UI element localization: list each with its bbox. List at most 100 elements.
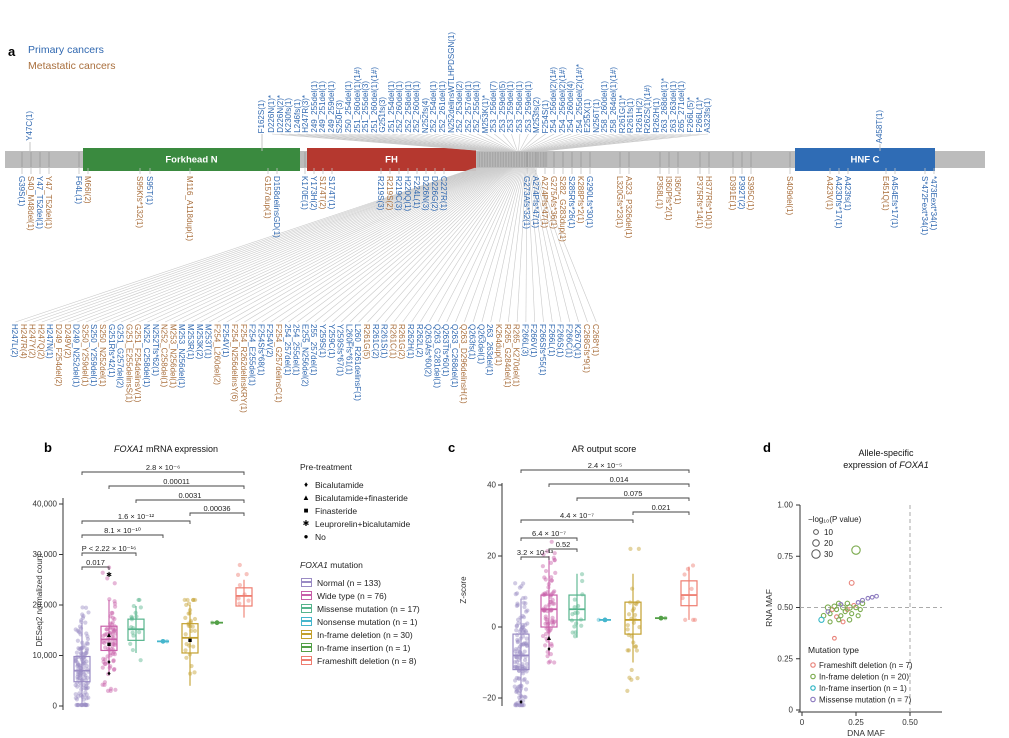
jitter-dot [520, 613, 525, 619]
d-type-legend-marker [810, 696, 816, 703]
jitter-dot [111, 651, 116, 656]
jitter-dot [516, 690, 521, 695]
panel-c-title: AR output score [571, 444, 637, 454]
jitter-dot [129, 625, 134, 630]
jitter-dot [524, 680, 530, 685]
mutation-legend-items: Normal (n = 133) Wide type (n = 76) Missen… [300, 576, 420, 667]
jitter-dot [516, 676, 522, 681]
scatter-point [838, 613, 844, 619]
jitter-dot [100, 570, 105, 575]
panel-b-title: FOXA1 mRNA expression [114, 444, 218, 454]
mutation-label: 250_254del(1) [343, 81, 353, 133]
jitter-dot [182, 597, 187, 603]
jitter-dot [512, 684, 517, 689]
y-tick-label: 30,000 [33, 550, 58, 559]
connector-line [533, 133, 632, 152]
connector-line [535, 133, 649, 152]
significance-bracket [81, 520, 191, 524]
significance-bracket [520, 556, 550, 560]
jitter-dot [82, 643, 87, 648]
mutation-label: F266L(3) [520, 324, 530, 357]
connector-line [147, 167, 489, 323]
jitter-dot [524, 669, 529, 674]
jitter-dot [80, 605, 85, 610]
jitter-dot [541, 552, 546, 557]
jitter-dot [573, 610, 578, 616]
mutation-label: F254_N256delinsY(6) [230, 324, 239, 402]
jitter-dot [513, 664, 518, 669]
connector-line [340, 167, 509, 323]
mutation-label: F254_L260del(2) [212, 324, 222, 385]
jitter-dot [543, 614, 548, 619]
significance-bracket [81, 552, 137, 556]
jitter-dot [100, 639, 105, 645]
mutation-label: A274Pfs*47(1) [531, 176, 540, 229]
mutation-label: S285Rfs*26(1) [567, 176, 576, 229]
jitter-dot [81, 683, 86, 688]
jitter-dot [75, 638, 80, 643]
d-type-legend-label: In-frame deletion (n = 20) [819, 673, 909, 682]
jitter-dot [540, 564, 545, 569]
mutation-label: H220Q(1) [403, 176, 412, 212]
mutation-item-label: In-frame insertion (n = 1) [317, 642, 411, 653]
jitter-dot [544, 617, 549, 622]
jitter-dot [543, 592, 548, 597]
connector-line [323, 167, 507, 323]
mutation-legend-item: In-frame deletion (n = 30) [300, 628, 420, 641]
mutation-item-label: Nonsense mutation (n = 1) [317, 616, 418, 627]
p-value-label: 6.4 × 10⁻⁷ [532, 529, 566, 538]
jitter-dot [524, 661, 529, 667]
jitter-dot [542, 591, 547, 596]
mutation-label: 255_257del(1) [309, 324, 319, 376]
single-point [602, 617, 608, 623]
connector-line [531, 167, 571, 323]
jitter-dot [73, 627, 78, 632]
scatter-point [865, 595, 871, 601]
connector-line [527, 133, 589, 152]
boxplot-swatch-icon [301, 617, 312, 626]
jitter-dot [112, 616, 117, 622]
mutation-label: K288Pfs*2(1) [576, 176, 585, 224]
connector-line [446, 167, 520, 323]
scatter-point [833, 606, 840, 613]
d-x-tick-label: 0.50 [902, 718, 918, 727]
jitter-dot [84, 650, 89, 656]
connector-line [374, 133, 499, 152]
significance-bracket [520, 519, 634, 523]
mutation-label: Q263_C268del(1) [450, 324, 459, 388]
jitter-dot [84, 646, 90, 652]
jitter-dot [75, 663, 81, 668]
jitter-dot [543, 568, 549, 574]
panel-d-label: d [763, 440, 771, 455]
significance-bracket [548, 483, 690, 487]
jitter-dot [103, 657, 108, 662]
panel-a-label: a [8, 44, 16, 59]
jitter-dot [75, 702, 81, 708]
jitter-dot [550, 618, 555, 623]
mutation-label: S250_Y259del(1) [89, 324, 99, 387]
jitter-dot [630, 586, 635, 591]
jitter-dot [579, 623, 584, 628]
jitter-dot [515, 603, 520, 608]
jitter-dot [82, 702, 88, 707]
jitter-dot [522, 627, 527, 632]
mutation-label: 253_256del(7) [489, 81, 499, 133]
mutation-label: F224L(1) [412, 176, 421, 209]
mutation-item-label: Frameshift deletion (n = 8) [317, 655, 417, 666]
mutation-label: L260Ffs*61(1) [344, 324, 354, 375]
jitter-dot [521, 595, 526, 601]
p-value-label: 2.4 × 10⁻⁵ [588, 461, 622, 470]
scatter-point [842, 609, 848, 615]
jitter-dot [111, 627, 116, 632]
jitter-dot [75, 663, 80, 669]
jitter-dot [551, 620, 556, 625]
jitter-dot [82, 702, 87, 707]
jitter-dot [514, 687, 519, 692]
pretreatment-marker: ♦ [107, 671, 111, 678]
p-value-label: 8.1 × 10⁻¹⁰ [104, 526, 141, 535]
jitter-dot [515, 686, 520, 691]
mutation-label: N252_C258del(1) [159, 324, 169, 388]
mutation-label: A323_P326del(1) [624, 176, 633, 239]
box [680, 580, 698, 607]
jitter-dot [515, 601, 520, 606]
